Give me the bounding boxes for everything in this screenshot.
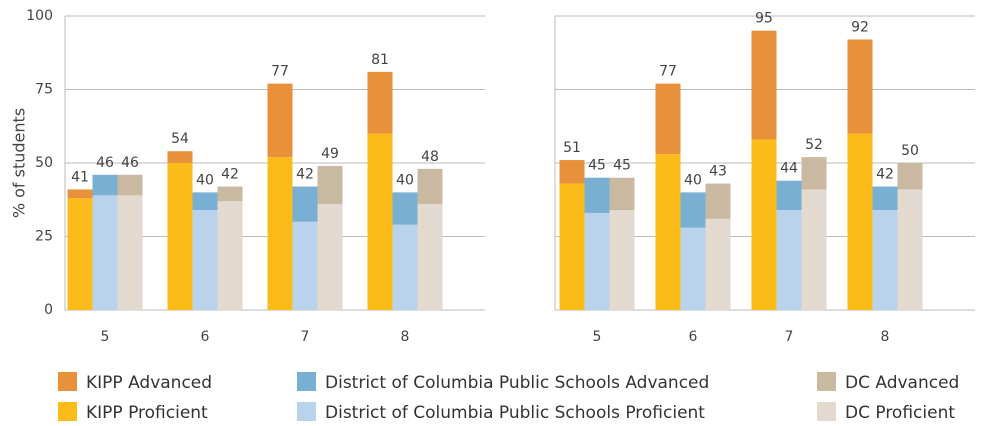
total-label: 40 (196, 172, 214, 188)
legend-label: KIPP Proficient (86, 403, 208, 423)
bar-segment (705, 218, 731, 310)
bar-segment (751, 30, 777, 140)
total-label: 77 (271, 64, 289, 80)
bar-segment (801, 157, 827, 190)
legend-swatch (817, 402, 836, 421)
bar-segment (167, 163, 193, 310)
bar-segment (292, 221, 318, 310)
bar-segment (655, 154, 681, 310)
total-label: 44 (780, 161, 798, 177)
x-tick-label: 5 (593, 329, 602, 345)
x-tick-label: 7 (785, 329, 794, 345)
legend-swatch (297, 402, 316, 421)
legend-label: DC Advanced (845, 373, 959, 393)
bar-segment (417, 204, 443, 310)
bar-segment (192, 210, 218, 310)
total-label: 81 (371, 52, 389, 68)
total-label: 54 (171, 131, 189, 147)
bar-segment (872, 186, 898, 211)
total-label: 40 (684, 172, 702, 188)
bar-segment (317, 204, 343, 310)
bar-segment (776, 210, 802, 310)
bar-segment (192, 192, 218, 211)
bar-segment (217, 201, 243, 310)
y-tick-label: 25 (35, 229, 53, 245)
legend-swatch (817, 372, 836, 391)
total-label: 41 (71, 169, 89, 185)
bar-segment (117, 174, 143, 196)
legend-label: DC Proficient (845, 403, 955, 423)
bar-segment (776, 180, 802, 211)
total-label: 46 (96, 155, 114, 171)
total-label: 48 (421, 149, 439, 165)
bar-segment (897, 189, 923, 310)
bar-segment (292, 186, 318, 222)
bar-segment (367, 133, 393, 310)
y-tick-label: 50 (35, 155, 53, 171)
bar-segment (367, 71, 393, 134)
y-tick-label: 75 (35, 82, 53, 98)
total-label: 42 (876, 167, 894, 183)
total-label: 42 (296, 167, 314, 183)
total-label: 77 (659, 64, 677, 80)
bar-segment (92, 174, 118, 196)
bar-segment (267, 157, 293, 310)
bar-segment (559, 183, 585, 310)
bar-segment (609, 210, 635, 310)
bar-segment (559, 160, 585, 184)
total-label: 46 (121, 155, 139, 171)
bar-segment (167, 151, 193, 163)
bar-segment (705, 183, 731, 219)
x-tick-label: 7 (301, 329, 310, 345)
bar-segment (680, 192, 706, 228)
legend-label: KIPP Advanced (86, 373, 212, 393)
bar-segment (267, 83, 293, 158)
bar-segment (872, 210, 898, 310)
legend-label: District of Columbia Public Schools Prof… (325, 403, 705, 423)
bar-segment (680, 227, 706, 310)
total-label: 52 (805, 137, 823, 153)
total-label: 50 (901, 143, 919, 159)
bar-segment (317, 165, 343, 205)
legend-swatch (58, 372, 77, 391)
legend-label: District of Columbia Public Schools Adva… (325, 373, 709, 393)
total-label: 45 (588, 158, 606, 174)
total-label: 45 (613, 158, 631, 174)
total-label: 49 (321, 146, 339, 162)
total-label: 43 (709, 164, 727, 180)
total-label: 92 (851, 20, 869, 36)
bar-segment (847, 133, 873, 310)
bar-segment (897, 163, 923, 190)
x-tick-label: 6 (689, 329, 698, 345)
bar-segment (92, 195, 118, 310)
y-axis-label: % of students (10, 108, 29, 218)
bar-segment (847, 39, 873, 134)
bar-segment (655, 83, 681, 155)
bar-segment (217, 186, 243, 202)
total-label: 40 (396, 172, 414, 188)
bar-segment (67, 189, 93, 199)
x-tick-label: 8 (401, 329, 410, 345)
x-tick-label: 6 (201, 329, 210, 345)
bar-segment (392, 224, 418, 310)
bar-segment (117, 195, 143, 310)
bar-segment (801, 189, 827, 310)
y-tick-label: 0 (44, 302, 53, 318)
total-label: 42 (221, 167, 239, 183)
bar-segment (609, 177, 635, 211)
total-label: 51 (563, 140, 581, 156)
bar-segment (584, 212, 610, 310)
y-tick-label: 100 (26, 8, 53, 24)
bar-segment (392, 192, 418, 225)
legend-swatch (297, 372, 316, 391)
bar-segment (67, 198, 93, 310)
x-tick-label: 8 (881, 329, 890, 345)
total-label: 95 (755, 11, 773, 27)
bar-segment (417, 168, 443, 205)
legend-swatch (58, 402, 77, 421)
x-tick-label: 5 (101, 329, 110, 345)
bar-segment (751, 139, 777, 310)
bar-segment (584, 177, 610, 213)
